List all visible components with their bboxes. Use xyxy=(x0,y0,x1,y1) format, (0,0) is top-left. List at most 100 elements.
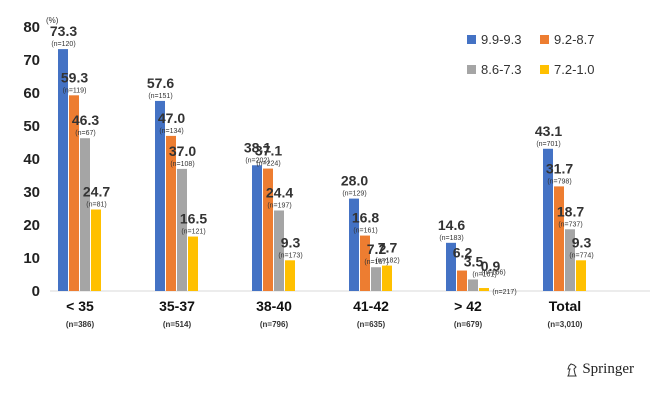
legend-swatch xyxy=(540,35,549,44)
bar-value-label: 9.3 xyxy=(572,234,592,250)
bar-n-label: (n=121) xyxy=(181,229,205,236)
bar-value-label: 7.7 xyxy=(378,240,398,256)
category-labels: < 35 (n=386) 35-37 (n=514) 38-40 (n=796) 41-42… xyxy=(66,298,583,329)
bar xyxy=(91,209,101,291)
bar-n-label: (n=151) xyxy=(148,93,172,100)
bar xyxy=(263,168,273,291)
publisher-logo: Springer xyxy=(565,361,634,378)
bar xyxy=(155,100,165,291)
legend-swatch xyxy=(467,65,476,74)
bar-n-label: (n=161) xyxy=(472,272,496,279)
bar xyxy=(543,148,553,291)
y-tick-label: 80 xyxy=(23,19,40,36)
bar-value-label: 0.9 xyxy=(481,258,501,274)
bar xyxy=(468,279,478,291)
category-n-label: (n=635) xyxy=(357,320,386,329)
bar xyxy=(554,186,564,291)
bar-n-label: (n=224) xyxy=(256,161,280,168)
y-tick-label: 20 xyxy=(23,217,40,234)
bar-n-label: (n=774) xyxy=(569,252,593,259)
category-n-label: (n=514) xyxy=(163,320,192,329)
bar-n-label: (n=119) xyxy=(63,87,87,94)
y-unit-label: (%) xyxy=(46,16,59,25)
bar-value-label: 38.1 xyxy=(244,139,271,155)
bar-value-label: 28.0 xyxy=(341,173,368,189)
bar-value-label: 46.3 xyxy=(72,112,99,128)
bar-n-label: (n=182) xyxy=(375,258,399,265)
bar-n-label: (n=134) xyxy=(159,128,183,135)
category-label: < 35 xyxy=(66,298,94,314)
y-tick-label: 0 xyxy=(32,283,40,300)
bar-n-label: (n=798) xyxy=(547,178,571,185)
bar-n-label: (n=120) xyxy=(51,41,75,48)
bar xyxy=(80,138,90,291)
bar-n-label: (n=217) xyxy=(492,289,516,296)
bar-value-label: 31.7 xyxy=(546,160,573,176)
bar xyxy=(252,165,262,291)
bar-value-label: 16.5 xyxy=(180,211,207,227)
category-n-label: (n=679) xyxy=(454,320,483,329)
y-tick-label: 70 xyxy=(23,52,40,69)
legend-label: 9.9-9.3 xyxy=(481,32,521,47)
bar-value-label: 24.4 xyxy=(266,184,293,200)
bar-value-label: 3.5 xyxy=(464,253,484,269)
bar-n-label: (n=81) xyxy=(86,201,106,208)
legend-label: 8.6-7.3 xyxy=(481,62,521,77)
bar-value-label: 43.1 xyxy=(535,123,562,139)
bar-value-label: 73.3 xyxy=(50,23,77,39)
category-label: 35-37 xyxy=(159,298,195,314)
category-label: 41-42 xyxy=(353,298,389,314)
bar-n-label: (n=167) xyxy=(364,259,388,266)
bar-n-label: (n=183) xyxy=(439,235,463,242)
publisher-name: Springer xyxy=(582,361,634,377)
bar xyxy=(285,260,295,291)
y-tick-label: 60 xyxy=(23,85,40,102)
bar-n-label: (n=161) xyxy=(353,228,377,235)
bar xyxy=(371,267,381,291)
bar xyxy=(166,135,176,291)
bar-value-label: 7.2 xyxy=(367,241,387,257)
legend-label: 9.2-8.7 xyxy=(554,32,594,47)
bar xyxy=(69,95,79,291)
y-axis: 0 10 20 30 40 50 60 70 80 xyxy=(23,19,40,300)
bar-n-label: (n=173) xyxy=(278,252,302,259)
bar xyxy=(565,229,575,291)
bar-value-label: 14.6 xyxy=(438,217,465,233)
legend-label: 7.2-1.0 xyxy=(554,62,594,77)
bar-value-label: 57.6 xyxy=(147,75,174,91)
legend-swatch xyxy=(467,35,476,44)
bar-value-label: 59.3 xyxy=(61,69,88,85)
bar-n-label: (n=701) xyxy=(536,141,560,148)
bar-value-label: 18.7 xyxy=(557,203,584,219)
bar-n-label: (n=166) xyxy=(481,269,505,276)
bar-n-label: (n=202) xyxy=(245,157,269,164)
bar-n-label: (n=67) xyxy=(75,130,95,137)
bar-value-label: 9.3 xyxy=(281,234,301,250)
bar xyxy=(177,168,187,291)
bar xyxy=(576,260,586,291)
bar-value-label: 24.7 xyxy=(83,183,110,199)
bar-n-label: (n=737) xyxy=(558,221,582,228)
bar-value-label: 16.8 xyxy=(352,210,379,226)
y-tick-label: 10 xyxy=(23,250,40,267)
legend-swatch xyxy=(540,65,549,74)
bar xyxy=(349,198,359,291)
category-label: Total xyxy=(549,298,581,314)
category-n-label: (n=386) xyxy=(66,320,95,329)
y-tick-label: 40 xyxy=(23,151,40,168)
bar xyxy=(446,242,456,291)
bar xyxy=(58,49,68,291)
chess-knight-icon xyxy=(567,362,578,376)
y-tick-label: 30 xyxy=(23,184,40,201)
legend: 9.9-9.3 9.2-8.7 8.6-7.3 7.2-1.0 xyxy=(467,32,594,77)
bar-value-label: 47.0 xyxy=(158,110,185,126)
bar xyxy=(479,288,489,291)
bar-value-label: 6.2 xyxy=(453,245,473,261)
category-label: > 42 xyxy=(454,298,482,314)
bar xyxy=(360,235,370,291)
y-tick-label: 50 xyxy=(23,118,40,135)
bar xyxy=(274,210,284,291)
category-n-label: (n=3,010) xyxy=(548,320,583,329)
bar-n-label: (n=108) xyxy=(170,161,194,168)
